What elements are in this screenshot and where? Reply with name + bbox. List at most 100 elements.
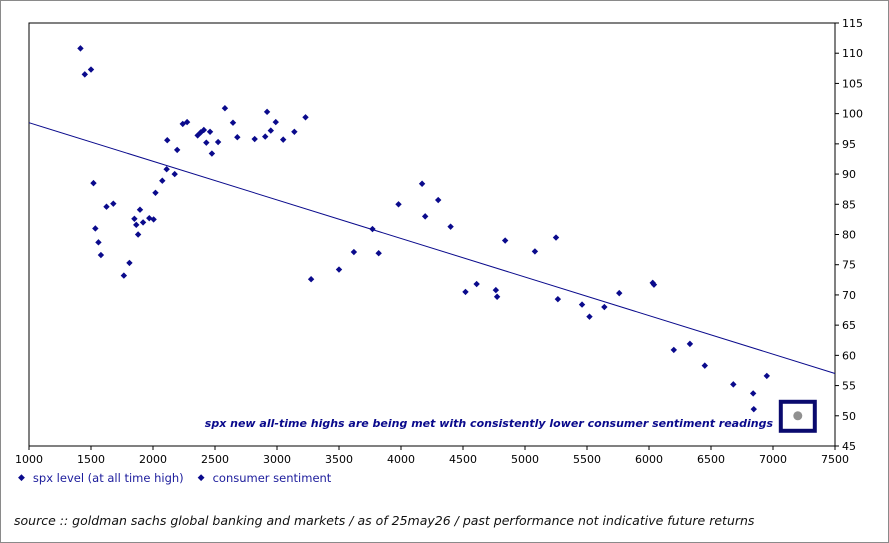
data-point — [291, 128, 298, 135]
data-point — [395, 201, 402, 208]
y-tick-label: 50 — [842, 410, 856, 423]
data-point — [492, 286, 500, 294]
y-tick-label: 75 — [842, 259, 856, 272]
data-point — [531, 248, 539, 255]
data-point — [302, 114, 309, 121]
legend: ◆ spx level (at all time high) ◆ consume… — [18, 470, 345, 486]
data-point — [221, 105, 229, 112]
data-point — [206, 128, 214, 135]
x-tick-label: 2500 — [201, 453, 229, 466]
data-point — [103, 203, 110, 210]
x-tick-label: 2000 — [139, 453, 167, 466]
legend-label-spx: spx level (at all time high) — [32, 471, 184, 485]
x-tick-label: 6500 — [697, 453, 725, 466]
x-tick-label: 1500 — [77, 453, 105, 466]
y-tick-label: 55 — [842, 380, 856, 393]
data-point — [418, 180, 426, 187]
data-points — [77, 45, 770, 413]
data-point — [369, 225, 376, 233]
data-point — [159, 177, 166, 184]
data-point — [110, 200, 117, 207]
data-point — [307, 276, 315, 283]
data-point — [164, 137, 171, 144]
data-point — [670, 346, 677, 354]
data-point — [701, 362, 708, 369]
data-point — [686, 340, 694, 348]
y-tick-label: 110 — [842, 47, 863, 60]
y-tick-label: 105 — [842, 77, 863, 90]
data-point — [552, 234, 560, 241]
data-point — [263, 108, 271, 116]
data-point — [601, 303, 608, 311]
data-point — [578, 301, 586, 308]
data-point — [750, 405, 757, 413]
data-point — [171, 170, 178, 178]
data-point — [77, 45, 84, 52]
legend-label-consumer-sentiment: consumer sentiment — [212, 471, 332, 485]
data-point — [183, 118, 191, 126]
legend-item-spx: ◆ spx level (at all time high) — [18, 471, 184, 485]
x-tick-label: 3500 — [325, 453, 353, 466]
y-tick-label: 85 — [842, 198, 856, 211]
data-point — [136, 206, 144, 213]
y-tick-label: 90 — [842, 168, 856, 181]
diamond-icon: ◆ — [18, 473, 25, 483]
y-tick-label: 65 — [842, 319, 856, 332]
y-tick-label: 95 — [842, 138, 856, 151]
data-point — [95, 239, 102, 246]
data-point — [139, 219, 147, 226]
data-point — [131, 215, 138, 222]
data-point — [763, 372, 770, 380]
data-point — [421, 213, 429, 220]
data-point — [272, 118, 279, 126]
data-point — [435, 196, 442, 204]
data-point — [134, 231, 142, 238]
x-tick-label: 3000 — [263, 453, 291, 466]
data-point — [586, 313, 593, 320]
data-point — [90, 179, 97, 187]
data-point — [493, 293, 501, 300]
data-point — [133, 221, 140, 229]
data-point — [92, 225, 99, 232]
data-point — [87, 66, 95, 73]
data-point — [152, 189, 159, 197]
y-tick-label: 60 — [842, 349, 856, 362]
x-tick-label: 6000 — [635, 453, 663, 466]
data-point — [214, 138, 222, 146]
source-note: source :: goldman sachs global banking a… — [14, 513, 755, 528]
y-tick-label: 100 — [842, 108, 863, 121]
x-tick-label: 5500 — [573, 453, 601, 466]
data-point — [616, 289, 623, 297]
data-point — [97, 251, 105, 259]
data-point — [375, 250, 382, 257]
data-point — [554, 295, 562, 303]
data-point — [447, 223, 454, 230]
data-point — [280, 136, 287, 143]
legend-item-consumer-sentiment: ◆ consumer sentiment — [198, 471, 332, 485]
diamond-icon: ◆ — [197, 473, 205, 483]
y-tick-label: 70 — [842, 289, 856, 302]
axes: 1000 1500 2000 2500 3000 3500 4000 4500 5000 5500… — [15, 17, 863, 466]
data-point — [251, 135, 258, 143]
data-point — [462, 288, 469, 296]
data-point — [749, 390, 757, 397]
y-tick-label: 45 — [842, 440, 856, 453]
latest-reading-marker-group — [778, 399, 817, 433]
data-point — [350, 248, 358, 256]
data-point — [650, 281, 658, 288]
latest-reading-point — [793, 411, 803, 421]
trendline-group — [28, 122, 836, 374]
data-point — [730, 381, 737, 388]
chart-annotation: spx new all-time highs are being met wit… — [205, 417, 774, 430]
x-tick-label: 4000 — [387, 453, 415, 466]
data-point — [267, 127, 274, 134]
data-point — [208, 150, 216, 157]
trendline — [28, 122, 836, 374]
data-point — [163, 166, 170, 173]
data-point — [335, 266, 343, 273]
data-point — [120, 272, 128, 279]
y-tick-label: 80 — [842, 229, 856, 242]
data-point — [126, 259, 133, 267]
